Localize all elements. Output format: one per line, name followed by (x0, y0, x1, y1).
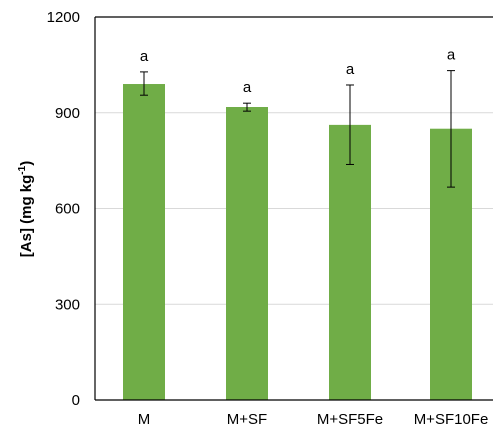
y-tick-label: 900 (55, 105, 80, 122)
y-tick-label: 600 (55, 201, 80, 218)
y-tick-label: 1200 (47, 9, 80, 26)
bar (329, 124, 371, 401)
y-axis-label: [As] (mg kg-1) (17, 161, 35, 257)
error-bars (140, 70, 455, 188)
significance-letter: a (140, 48, 149, 65)
bar (123, 84, 165, 401)
axes (94, 16, 493, 401)
y-tick-label: 300 (55, 296, 80, 313)
x-tick-label: M (138, 411, 151, 428)
significance-letters: a a a a (140, 47, 456, 97)
significance-letter: a (447, 47, 456, 64)
significance-letter: a (346, 61, 355, 78)
y-tick-labels: 0 300 600 900 1200 (47, 9, 80, 409)
bar (226, 107, 268, 400)
significance-letter: a (243, 79, 252, 96)
x-tick-labels: M M+SF M+SF5Fe M+SF10Fe (138, 411, 489, 428)
x-tick-label: M+SF5Fe (317, 411, 383, 428)
bars (123, 84, 472, 401)
y-tick-label: 0 (72, 392, 80, 409)
x-tick-label: M+SF10Fe (414, 411, 489, 428)
x-tick-label: M+SF (227, 411, 267, 428)
